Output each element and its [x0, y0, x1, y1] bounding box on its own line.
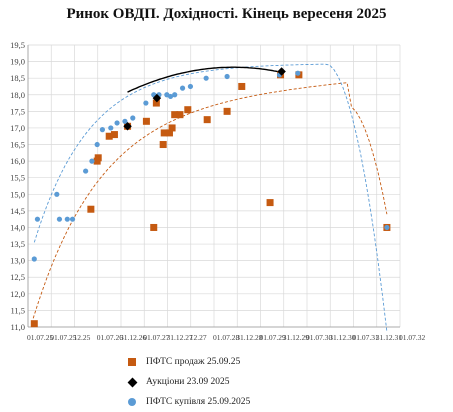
x-tick-label: 31.12.27	[167, 333, 194, 342]
data-point-purchase	[56, 216, 63, 222]
data-point-sales	[184, 106, 192, 114]
legend-label-sales: ПФТС продаж 25.09.25	[146, 357, 241, 367]
data-point-sales	[152, 99, 160, 107]
legend-label-auctions: Аукціони 23.09 2025	[146, 377, 230, 387]
data-point-purchase	[108, 125, 114, 131]
trendline-sales	[32, 82, 388, 319]
data-point-purchase	[143, 100, 149, 106]
x-tick-label: 01.07.30	[306, 333, 333, 342]
y-tick-label: 18,5	[10, 73, 25, 83]
x-tick-label: 12.27	[190, 333, 207, 342]
data-point-auction	[123, 122, 132, 131]
x-tick-label: 31.12.30	[329, 333, 356, 342]
data-point-purchase	[384, 224, 390, 231]
y-tick-label: 11,0	[10, 322, 25, 332]
y-tick-label: 16,5	[10, 140, 25, 150]
x-tick-label: 01.07.32	[399, 333, 426, 342]
data-point-sales	[110, 131, 118, 139]
x-tick-label: 01.07.31	[353, 333, 380, 342]
data-point-purchase	[203, 75, 209, 81]
data-point-auction	[277, 67, 286, 76]
data-point-purchase	[94, 141, 100, 148]
data-point-sales	[150, 223, 158, 231]
x-tick-label: 31.12.28	[236, 333, 263, 342]
data-point-sales	[94, 154, 102, 162]
data-point-purchase	[224, 73, 230, 80]
data-point-purchase	[69, 216, 76, 222]
y-tick-label: 13,0	[10, 256, 25, 266]
data-point-purchase	[89, 158, 95, 164]
y-tick-label: 14,0	[10, 222, 25, 232]
data-point-purchase	[83, 168, 89, 174]
data-point-sales	[142, 117, 150, 125]
legend-item-purchase: ПФТС купівля 25.09.2025	[126, 392, 250, 412]
x-tick-label: 01.07.29	[260, 333, 287, 342]
y-tick-label: 17,5	[10, 106, 25, 116]
data-point-sales	[165, 129, 173, 137]
x-tick-label: 01.07.25	[27, 333, 54, 342]
x-tick-label: 01.07.28	[213, 333, 240, 342]
data-point-purchase	[167, 93, 174, 100]
data-point-purchase	[130, 115, 136, 121]
y-tick-label: 12,5	[10, 272, 25, 282]
data-point-purchase	[99, 127, 105, 133]
square-marker-icon	[126, 358, 138, 366]
data-point-sales	[159, 141, 167, 149]
data-point-sales	[105, 132, 113, 140]
data-point-purchase	[54, 191, 60, 197]
data-point-purchase	[34, 216, 41, 222]
x-tick-label: 31.12.29	[283, 333, 310, 342]
y-tick-label: 15,5	[10, 173, 25, 183]
data-point-purchase	[31, 256, 37, 262]
trendline-auctions	[127, 66, 282, 93]
y-tick-label: 19,0	[10, 57, 25, 67]
diamond-marker-icon	[126, 377, 138, 387]
y-tick-label: 12,0	[10, 289, 25, 299]
y-tick-label: 19,5	[10, 40, 25, 50]
y-tick-label: 16,0	[10, 156, 25, 166]
data-point-sales	[168, 124, 176, 132]
data-point-purchase	[122, 118, 128, 124]
circle-marker-icon	[126, 398, 138, 406]
y-tick-label: 11,5	[10, 305, 25, 315]
y-tick-label: 17,0	[10, 123, 25, 133]
trendline-purchase	[33, 63, 388, 332]
x-tick-label: 12.25	[74, 333, 91, 342]
y-tick-label: 18,0	[10, 90, 25, 100]
data-point-purchase	[179, 85, 186, 91]
data-point-sales	[223, 107, 231, 115]
data-point-sales	[30, 320, 38, 328]
legend-item-sales: ПФТС продаж 25.09.25	[126, 352, 250, 372]
x-tick-label: 01.07.27	[143, 333, 170, 342]
data-point-sales	[87, 205, 95, 213]
legend: ПФТС продаж 25.09.25 Аукціони 23.09 2025…	[126, 352, 250, 412]
x-tick-label: 31.12.31	[376, 333, 403, 342]
data-point-purchase	[295, 70, 301, 76]
data-point-sales	[238, 82, 246, 90]
data-point-sales	[203, 116, 211, 124]
data-point-sales	[266, 199, 274, 207]
data-point-sales	[171, 111, 179, 119]
data-point-purchase	[187, 83, 194, 90]
data-point-purchase	[114, 120, 120, 126]
data-point-sales	[176, 111, 184, 119]
data-point-purchase	[64, 216, 70, 222]
x-tick-label: 01.07.26	[97, 333, 124, 342]
data-point-purchase	[172, 92, 178, 98]
legend-item-auctions: Аукціони 23.09 2025	[126, 372, 250, 392]
x-tick-label: 31.12.26	[120, 333, 147, 342]
data-point-auction	[152, 93, 162, 103]
x-tick-label: 01.07.25	[50, 333, 77, 342]
y-tick-label: 15,0	[10, 189, 25, 199]
chart-title: Ринок ОВДП. Дохідності. Кінець вересеня …	[66, 6, 387, 22]
y-tick-label: 14,5	[10, 206, 25, 216]
data-point-sales	[160, 129, 168, 137]
y-tick-label: 13,5	[10, 239, 25, 249]
legend-label-purchase: ПФТС купівля 25.09.2025	[146, 397, 251, 407]
